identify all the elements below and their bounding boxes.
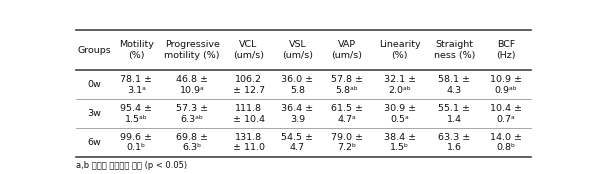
Text: 57.3 ±
6.3ᵃᵇ: 57.3 ± 6.3ᵃᵇ xyxy=(176,104,208,124)
Text: 6w: 6w xyxy=(87,138,101,147)
Text: Progressive
motility (%): Progressive motility (%) xyxy=(164,41,220,60)
Text: 10.9 ±
0.9ᵃᵇ: 10.9 ± 0.9ᵃᵇ xyxy=(490,75,522,95)
Text: 111.8
± 10.4: 111.8 ± 10.4 xyxy=(233,104,265,124)
Text: Straight
ness (%): Straight ness (%) xyxy=(434,41,475,60)
Text: 10.4 ±
0.7ᵃ: 10.4 ± 0.7ᵃ xyxy=(490,104,522,124)
Text: 69.8 ±
6.3ᵇ: 69.8 ± 6.3ᵇ xyxy=(176,133,208,152)
Text: 36.0 ±
5.8: 36.0 ± 5.8 xyxy=(281,75,313,95)
Text: 0w: 0w xyxy=(87,80,101,89)
Text: 30.9 ±
0.5ᵃ: 30.9 ± 0.5ᵃ xyxy=(384,104,415,124)
Text: 58.1 ±
4.3: 58.1 ± 4.3 xyxy=(438,75,470,95)
Text: 57.8 ±
5.8ᵃᵇ: 57.8 ± 5.8ᵃᵇ xyxy=(331,75,363,95)
Text: 54.5 ±
4.7: 54.5 ± 4.7 xyxy=(281,133,313,152)
Text: VAP
(um/s): VAP (um/s) xyxy=(332,41,362,60)
Text: Linearity
(%): Linearity (%) xyxy=(379,41,421,60)
Text: VSL
(um/s): VSL (um/s) xyxy=(282,41,313,60)
Text: 36.4 ±
3.9: 36.4 ± 3.9 xyxy=(281,104,313,124)
Text: 78.1 ±
3.1ᵃ: 78.1 ± 3.1ᵃ xyxy=(121,75,152,95)
Text: 95.4 ±
1.5ᵃᵇ: 95.4 ± 1.5ᵃᵇ xyxy=(121,104,152,124)
Text: 63.3 ±
1.6: 63.3 ± 1.6 xyxy=(438,133,470,152)
Text: 55.1 ±
1.4: 55.1 ± 1.4 xyxy=(438,104,470,124)
Text: 14.0 ±
0.8ᵇ: 14.0 ± 0.8ᵇ xyxy=(490,133,522,152)
Text: a,b 통계적 유의차를 표시 (p < 0.05): a,b 통계적 유의차를 표시 (p < 0.05) xyxy=(76,161,187,170)
Text: 38.4 ±
1.5ᵇ: 38.4 ± 1.5ᵇ xyxy=(384,133,415,152)
Text: 3w: 3w xyxy=(87,109,101,118)
Text: 99.6 ±
0.1ᵇ: 99.6 ± 0.1ᵇ xyxy=(121,133,152,152)
Text: 32.1 ±
2.0ᵃᵇ: 32.1 ± 2.0ᵃᵇ xyxy=(384,75,415,95)
Text: 131.8
± 11.0: 131.8 ± 11.0 xyxy=(233,133,265,152)
Text: 106.2
± 12.7: 106.2 ± 12.7 xyxy=(233,75,265,95)
Text: BCF
(Hz): BCF (Hz) xyxy=(496,41,516,60)
Text: 61.5 ±
4.7ᵃ: 61.5 ± 4.7ᵃ xyxy=(331,104,363,124)
Text: 46.8 ±
10.9ᵃ: 46.8 ± 10.9ᵃ xyxy=(176,75,208,95)
Text: Motility
(%): Motility (%) xyxy=(119,41,154,60)
Text: VCL
(um/s): VCL (um/s) xyxy=(233,41,264,60)
Text: Groups: Groups xyxy=(77,46,111,55)
Text: 79.0 ±
7.2ᵇ: 79.0 ± 7.2ᵇ xyxy=(331,133,363,152)
